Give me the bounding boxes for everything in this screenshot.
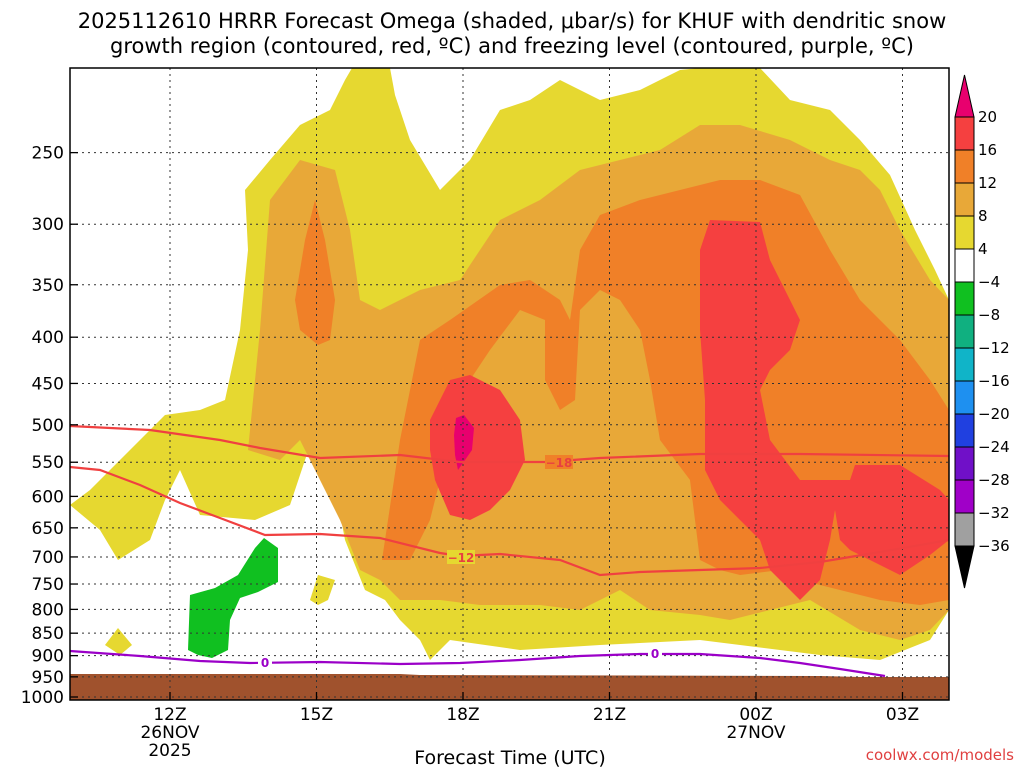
- x-tick-date: 27NOV: [726, 723, 785, 743]
- colorbar-label: 20: [978, 108, 997, 126]
- x-tick-label: 18Z: [446, 705, 479, 725]
- y-tick-label: 350: [32, 276, 64, 296]
- y-tick-label: 700: [32, 548, 64, 568]
- x-tick-label: 15Z: [300, 705, 333, 725]
- credit-text: coolwx.com/models: [866, 746, 1014, 764]
- grid-lines: [70, 68, 949, 700]
- y-tick-label: 500: [32, 416, 64, 436]
- colorbar-label: −16: [978, 372, 1010, 390]
- chart-title-line1: 2025112610 HRRR Forecast Omega (shaded, …: [78, 9, 947, 33]
- omega-shading: [70, 68, 949, 700]
- colorbar-label: 12: [978, 174, 997, 192]
- omega-region-16-20-left: [430, 375, 525, 520]
- omega-region-16-20-right: [700, 220, 949, 600]
- colorbar-segment: [954, 314, 975, 349]
- y-tick-label: 300: [32, 215, 64, 235]
- y-tick-label: 550: [32, 453, 64, 473]
- contour-labels: −18 −12 0 0: [258, 455, 662, 670]
- ground-fill: [70, 674, 949, 700]
- colorbar-bottom-arrow: [954, 545, 975, 589]
- colorbar-label: −28: [978, 471, 1010, 489]
- x-tick-date: 26NOV: [140, 723, 199, 743]
- omega-region-neg-4-8: [188, 538, 278, 658]
- x-tick-label: 03Z: [886, 705, 919, 725]
- colorbar-segment: [954, 347, 975, 382]
- colorbar-label: 4: [978, 240, 988, 258]
- x-tick-year: 2025: [148, 741, 191, 761]
- colorbar-segment: [954, 413, 975, 448]
- colorbar-top-arrow: [954, 74, 975, 118]
- colorbar-label: −8: [978, 306, 1000, 324]
- x-tick-label: 21Z: [593, 705, 626, 725]
- y-tick-label: 450: [32, 374, 64, 394]
- colorbar-label: −36: [978, 537, 1010, 555]
- y-tick-label: 400: [32, 328, 64, 348]
- colorbar-label: −4: [978, 273, 1000, 291]
- y-tick-label: 950: [32, 668, 64, 688]
- contour-label-minus18: −18: [546, 456, 573, 470]
- contour-label-zero-1: 0: [261, 656, 269, 670]
- contour-zero: [70, 649, 886, 678]
- chart-title-line2: growth region (contoured, red, ºC) and f…: [110, 34, 914, 58]
- colorbar-segment: [954, 512, 975, 547]
- colorbar-segment: [954, 116, 975, 151]
- colorbar-label: −12: [978, 339, 1010, 357]
- colorbar-segment: [954, 215, 975, 250]
- colorbar-segment: [954, 479, 975, 514]
- y-tick-label: 250: [32, 144, 64, 164]
- y-tick-label: 850: [32, 624, 64, 644]
- contour-label-zero-2: 0: [651, 647, 659, 661]
- omega-region-4-8-small2: [105, 628, 132, 655]
- colorbar-label: 16: [978, 141, 997, 159]
- y-axis: 250 300 350 400 450 500 550 600 650 700 750 800 850 9…: [21, 144, 78, 708]
- colorbar-segment: [954, 248, 975, 283]
- y-tick-label: 800: [32, 600, 64, 620]
- colorbar-segment: [954, 281, 975, 316]
- colorbar: 20 16 12 8 4 −4 −8 −12 −16 −20 −24 −28 −32 −36: [954, 74, 1010, 589]
- y-tick-label: 1000: [21, 688, 64, 708]
- y-tick-label: 750: [32, 575, 64, 595]
- colorbar-segment: [954, 182, 975, 217]
- colorbar-label: −24: [978, 438, 1010, 456]
- x-tick-label: 12Z: [153, 705, 186, 725]
- colorbar-segment: [954, 380, 975, 415]
- colorbar-label: −32: [978, 504, 1010, 522]
- omega-region-12-16-upper: [295, 200, 335, 345]
- colorbar-segment: [954, 149, 975, 184]
- colorbar-label: 8: [978, 207, 988, 225]
- y-tick-label: 650: [32, 519, 64, 539]
- contour-label-minus12: −12: [448, 551, 475, 565]
- x-tick-label: 00Z: [739, 705, 772, 725]
- colorbar-label: −20: [978, 405, 1010, 423]
- omega-region-gt-20: [454, 415, 474, 470]
- y-tick-label: 900: [32, 647, 64, 667]
- x-axis-label: Forecast Time (UTC): [414, 747, 605, 768]
- freezing-level-contour: [70, 649, 886, 678]
- y-tick-label: 600: [32, 487, 64, 507]
- contour-minus18: [70, 424, 949, 464]
- colorbar-segment: [954, 446, 975, 481]
